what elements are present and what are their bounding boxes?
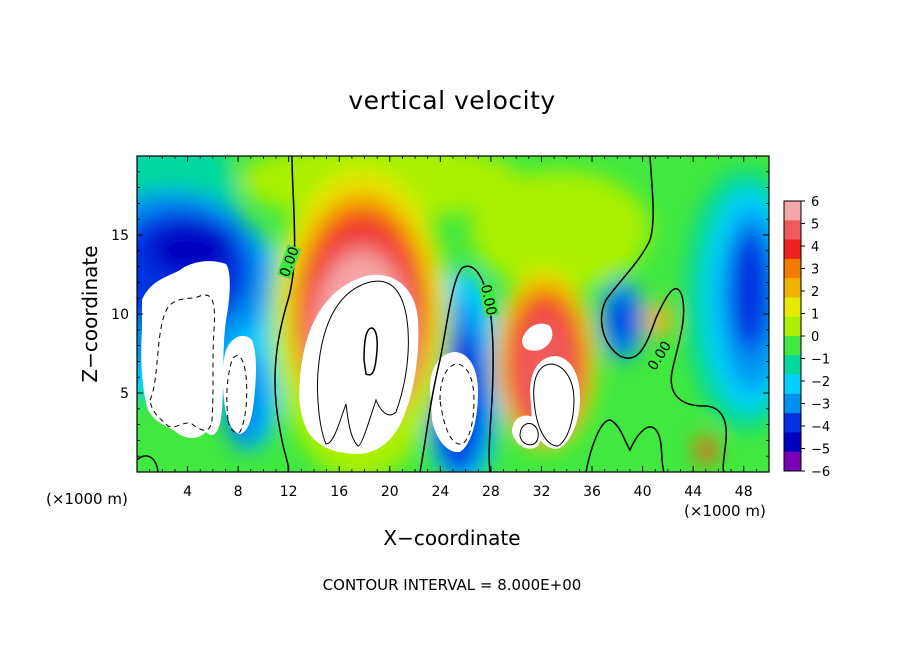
colorbar-band xyxy=(784,451,801,472)
colorbar-tick-label: −2 xyxy=(811,375,830,390)
x-tick-label: 28 xyxy=(482,484,500,500)
x-tick-label: 12 xyxy=(280,484,298,500)
zero-contour-5 xyxy=(137,455,159,472)
updraft-contour xyxy=(317,280,409,447)
zero-contour-4 xyxy=(585,419,665,472)
colorbar-band xyxy=(784,355,801,376)
colorbar-tick-label: −5 xyxy=(811,443,830,458)
colorbar-tick-label: 2 xyxy=(811,285,819,300)
updraft-core-contour xyxy=(363,327,378,376)
contour-labels: 0.000.000.00 xyxy=(277,244,675,373)
colorbar-band xyxy=(784,239,801,260)
contour-label-bg xyxy=(644,338,674,373)
colorbar-tick-label: 5 xyxy=(811,218,819,233)
x-unit-label-left: (×1000 m) xyxy=(46,490,128,508)
colorbar-tick-label: 3 xyxy=(811,263,819,278)
x-tick-label: 8 xyxy=(234,484,243,500)
saturation-core xyxy=(522,323,553,351)
saturation-core xyxy=(512,415,542,449)
x-tick-label: 40 xyxy=(634,484,652,500)
colorbar-tick-label: 0 xyxy=(811,330,819,345)
x-tick-label: 24 xyxy=(431,484,449,500)
zero-contour-3 xyxy=(600,156,728,472)
colorbar-band xyxy=(784,258,801,279)
y-axis-label: Z−coordinate xyxy=(78,245,102,383)
x-tick-label: 4 xyxy=(183,484,192,500)
x-tick-label: 16 xyxy=(330,484,348,500)
colorbar-band xyxy=(784,393,801,414)
colorbar-band xyxy=(784,297,801,318)
contour-label: 0.00 xyxy=(477,283,499,317)
saturation-core xyxy=(430,352,478,453)
velocity-field xyxy=(137,156,769,472)
saturation-core xyxy=(222,335,256,434)
colorbar: 6 5 4 3 2 1 0 −1 −2 −3 −4 −5 −6 xyxy=(783,195,830,480)
colorbar-tick-label: −4 xyxy=(811,420,830,435)
colorbar-tick-label: 4 xyxy=(811,240,819,255)
x-unit-label-right: (×1000 m) xyxy=(684,502,766,520)
contour-label-bg xyxy=(277,244,302,280)
colorbar-band xyxy=(784,374,801,395)
contour-label-bg xyxy=(478,282,500,317)
downdraft-contour-dashed-2 xyxy=(226,355,248,433)
colorbar-band xyxy=(784,336,801,356)
colorbar-tick-label: 1 xyxy=(811,308,819,323)
colorbar-tick-label: −1 xyxy=(811,353,830,368)
colorbar-band xyxy=(784,413,801,433)
zero-contour-2 xyxy=(419,265,494,472)
y-tick-label: 5 xyxy=(120,386,129,402)
y-axis-ticks: 5 10 15 xyxy=(111,171,769,457)
field-blob xyxy=(644,302,672,338)
x-axis-ticks: 4 8 12 16 20 24 28 32 36 40 44 48 xyxy=(149,156,757,500)
colorbar-band xyxy=(784,432,801,453)
x-tick-label: 20 xyxy=(381,484,399,500)
colorbar-tick-label: −3 xyxy=(811,398,830,413)
x-tick-label: 48 xyxy=(735,484,753,500)
saturation-core xyxy=(141,261,230,438)
colorbar-band xyxy=(784,278,801,298)
colorbar-band xyxy=(784,220,801,241)
x-tick-label: 36 xyxy=(583,484,601,500)
x-axis-label: X−coordinate xyxy=(383,526,521,550)
field-blob xyxy=(610,298,634,342)
y-tick-label: 10 xyxy=(111,307,129,323)
chart-title: vertical velocity xyxy=(348,86,556,115)
zero-contour-1 xyxy=(274,156,296,472)
field-blob xyxy=(470,170,650,290)
x-tick-label: 44 xyxy=(684,484,702,500)
updraft-contour-3 xyxy=(519,423,539,446)
y-tick-label: 15 xyxy=(111,228,129,244)
field-blob xyxy=(730,230,769,350)
field-blob xyxy=(700,442,712,462)
saturation-core xyxy=(530,356,580,449)
contour-interval-note: CONTOUR INTERVAL = 8.000E+00 xyxy=(322,576,582,594)
colorbar-tick-label: 6 xyxy=(811,195,819,210)
colorbar-band xyxy=(784,201,801,221)
colorbar-tick-label: −6 xyxy=(811,465,830,480)
colorbar-band xyxy=(784,316,801,337)
contour-lines xyxy=(137,156,728,472)
x-tick-label: 32 xyxy=(533,484,551,500)
updraft-contour-2 xyxy=(533,363,575,447)
